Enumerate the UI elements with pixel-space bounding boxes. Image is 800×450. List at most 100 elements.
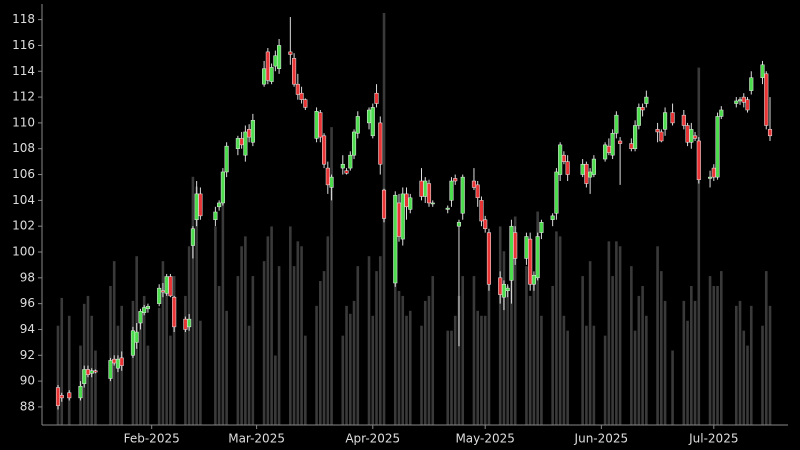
candle-body	[134, 331, 139, 343]
volume-bar	[637, 295, 641, 425]
volume-bar	[251, 276, 255, 425]
candle-body	[663, 112, 668, 130]
candle-body	[145, 305, 150, 310]
volume-bar	[712, 286, 716, 425]
candle-body	[292, 58, 297, 85]
volume-bar	[401, 295, 405, 425]
volume-bar	[199, 320, 202, 425]
volume-bar	[345, 305, 348, 425]
volume-bar	[274, 355, 277, 425]
candle-body	[273, 55, 278, 67]
candle-body	[693, 135, 698, 139]
volume-bar	[686, 320, 689, 425]
candle-body	[636, 107, 641, 126]
y-tick-label: 106	[12, 167, 35, 181]
volume-bar	[109, 286, 112, 425]
y-tick-label: 110	[12, 115, 35, 129]
volume-bar	[708, 276, 712, 425]
candle-body	[513, 232, 518, 259]
volume-bar	[423, 300, 427, 425]
candle-body	[138, 311, 143, 324]
candle-body	[190, 228, 195, 246]
candle-body	[423, 180, 428, 197]
candle-body	[715, 116, 720, 178]
candle-body	[681, 114, 686, 126]
candle-body	[344, 170, 349, 174]
volume-bar	[618, 246, 622, 425]
volume-bar	[510, 276, 513, 425]
volume-bar	[289, 226, 292, 425]
volume-bar	[480, 315, 483, 425]
candle-body	[93, 370, 98, 373]
candle-body	[217, 202, 222, 208]
volume-bar	[476, 310, 480, 425]
volume-bar	[393, 266, 397, 425]
x-tick-label: Mar-2025	[228, 432, 285, 446]
candle-body	[749, 77, 754, 91]
volume-bar	[277, 266, 281, 425]
volume-bar	[427, 295, 431, 425]
volume-bar	[562, 315, 566, 425]
volume-bar	[585, 325, 588, 425]
volume-bar	[588, 261, 592, 425]
volume-bar	[240, 246, 243, 425]
candle-body	[685, 125, 690, 143]
candle-body	[539, 222, 544, 233]
volume-bar	[330, 127, 333, 426]
candle-body	[408, 197, 413, 210]
candle-body	[396, 202, 402, 237]
y-tick-label: 118	[12, 12, 35, 26]
volume-bar	[611, 276, 614, 425]
volume-bar	[660, 271, 663, 425]
candle-body	[584, 163, 589, 184]
volume-bar	[356, 266, 360, 425]
volume-bar	[761, 325, 764, 425]
candle-body	[453, 178, 458, 182]
candle-body	[498, 277, 503, 295]
volume-bar	[536, 211, 539, 425]
volume-bar	[472, 276, 476, 425]
volume-bar	[697, 67, 701, 426]
volume-bar	[341, 335, 345, 425]
candle-body	[55, 387, 61, 406]
candle-body	[314, 111, 319, 139]
candle-body	[187, 318, 192, 328]
candle-body	[505, 287, 510, 291]
volume-bar	[528, 295, 532, 425]
volume-bar	[348, 313, 352, 425]
candle-body	[318, 112, 323, 138]
volume-bar	[581, 276, 584, 425]
volume-bar	[734, 305, 738, 425]
candle-body	[183, 318, 188, 330]
y-tick-label: 98	[20, 270, 35, 284]
volume-bar	[693, 300, 697, 425]
candle-body	[59, 395, 64, 399]
volume-bar	[719, 271, 723, 425]
volume-bar	[764, 271, 768, 425]
y-tick-label: 94	[20, 322, 35, 336]
volume-bar	[157, 307, 161, 425]
volume-bar	[326, 236, 330, 425]
candle-body	[535, 236, 540, 279]
candle-body	[400, 193, 405, 240]
volume-bar	[633, 330, 637, 425]
y-tick-label: 112	[12, 90, 35, 104]
candle-body	[603, 144, 608, 160]
candle-body	[558, 144, 563, 175]
candle-body	[460, 176, 465, 214]
candle-body	[486, 232, 491, 285]
volume-bar	[461, 276, 465, 425]
candle-body	[299, 92, 304, 100]
volume-bar	[513, 216, 517, 425]
candle-body	[670, 112, 675, 124]
candle-body	[194, 193, 199, 220]
candle-body	[531, 274, 536, 285]
candle-body	[82, 369, 87, 384]
volume-bar	[641, 286, 644, 425]
y-tick-label: 90	[20, 374, 35, 388]
candle-body	[213, 211, 218, 220]
candle-body	[160, 290, 165, 293]
volume-bar	[592, 325, 596, 425]
volume-bar	[502, 251, 506, 425]
